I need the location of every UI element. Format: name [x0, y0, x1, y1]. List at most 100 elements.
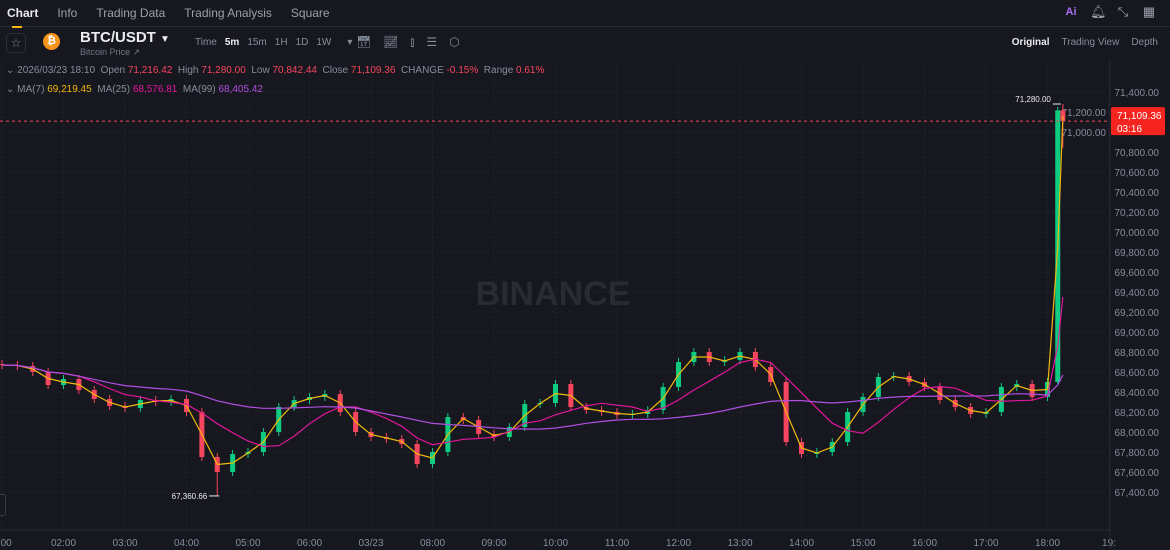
tab-chart[interactable]: Chart: [7, 6, 39, 28]
tf-time[interactable]: Time: [195, 37, 217, 48]
top-nav: Chart Info Trading Data Trading Analysis…: [0, 0, 1170, 28]
y-tick-label: 68,000.00: [1115, 428, 1160, 439]
tf-1h[interactable]: 1H: [274, 37, 288, 48]
pair-subtitle[interactable]: Bitcoin Price ↗: [80, 47, 141, 57]
ai-icon[interactable]: Ai: [1065, 6, 1077, 18]
countdown-label: 03:16: [1117, 124, 1142, 135]
tab-info[interactable]: Info: [57, 6, 78, 20]
low-label: Low: [251, 65, 270, 76]
chevron-down-icon[interactable]: ⌄: [6, 84, 15, 95]
pair-label: BTC/USDT: [80, 29, 156, 46]
range-label: Range: [483, 65, 514, 76]
hexagon-icon[interactable]: ⬡: [449, 35, 460, 49]
tf-5m[interactable]: 5m: [224, 37, 240, 48]
x-tick-label: 09:00: [481, 538, 506, 549]
ma99-label: MA(99): [182, 84, 216, 95]
candle-type-icon[interactable]: ⫾: [410, 35, 415, 49]
indicator-icon[interactable]: 📈︎: [383, 35, 399, 49]
tf-more-dropdown[interactable]: ▾: [347, 37, 353, 48]
tab-trading-analysis[interactable]: Trading Analysis: [184, 6, 272, 20]
y-tick-label: 71,200.00: [1062, 108, 1107, 119]
y-tick-label: 69,400.00: [1115, 288, 1160, 299]
settings-icon[interactable]: ☰: [426, 35, 438, 49]
view-trading-view[interactable]: Trading View: [1061, 37, 1120, 48]
ma7-value: 69,219.45: [47, 84, 92, 95]
low-marker: 67,360.66: [172, 492, 208, 501]
y-tick-label: 70,000.00: [1115, 228, 1160, 239]
x-tick-label: 10:00: [543, 538, 568, 549]
y-tick-label: 70,400.00: [1115, 188, 1160, 199]
tab-square[interactable]: Square: [290, 6, 330, 20]
y-tick-label: 70,600.00: [1115, 168, 1160, 179]
x-tick-label: 17:00: [973, 538, 998, 549]
x-tick-label: 13:00: [727, 538, 752, 549]
x-tick-label: 15:00: [850, 538, 875, 549]
x-tick-label: 03/23: [358, 538, 383, 549]
caret-down-icon: ▼: [160, 34, 170, 45]
bell-icon[interactable]: 🔔︎: [1090, 4, 1107, 19]
x-tick-label: 11:00: [605, 538, 630, 549]
y-tick-label: 69,800.00: [1115, 248, 1160, 259]
x-tick-label: 14:00: [789, 538, 814, 549]
ma25-line: [1, 296, 1064, 448]
x-tick-label: 06:00: [297, 538, 322, 549]
x-tick-label: 18:00: [1035, 538, 1060, 549]
ma25-value: 68,576.81: [132, 84, 178, 95]
apps-icon[interactable]: ▦: [1142, 4, 1156, 19]
favorite-star-icon[interactable]: ☆: [6, 33, 26, 53]
ma99-line: [1, 364, 1064, 430]
x-tick-label: 02:00: [51, 538, 76, 549]
scroll-left-button[interactable]: [0, 494, 6, 516]
high-label: High: [177, 65, 199, 76]
chevron-down-icon[interactable]: ⌄: [6, 65, 15, 76]
high-value: 71,280.00: [201, 65, 246, 76]
change-value: -0.15%: [446, 65, 479, 76]
ohlc-legend: ⌄ 2026/03/23 18:10 Open 71,216.42 High 7…: [6, 65, 544, 76]
x-tick-label: 12:00: [666, 538, 691, 549]
y-tick-label: 69,200.00: [1115, 308, 1160, 319]
x-tick-label: 05:00: [235, 538, 260, 549]
ma99-value: 68,405.42: [218, 84, 263, 95]
y-tick-label: 67,800.00: [1115, 448, 1160, 459]
x-tick-label: 1:00: [0, 538, 12, 549]
y-tick-label: 71,000.00: [1062, 128, 1107, 139]
y-tick-label: 69,000.00: [1115, 328, 1160, 339]
open-label: Open: [100, 65, 126, 76]
tf-1d[interactable]: 1D: [295, 37, 309, 48]
x-tick-label: 16:00: [912, 538, 937, 549]
y-tick-label: 70,800.00: [1115, 148, 1160, 159]
y-tick-label: 67,600.00: [1115, 468, 1160, 479]
y-tick-label: 68,400.00: [1115, 388, 1160, 399]
timeframe-selector: Time 5m 15m 1H 1D 1W ▾: [195, 37, 352, 48]
x-tick-label: 03:00: [112, 538, 137, 549]
binance-watermark: BINANCE: [476, 275, 631, 313]
low-value: 70,842.44: [272, 65, 317, 76]
y-tick-label: 68,600.00: [1115, 368, 1160, 379]
collapse-icon[interactable]: ⤡: [1117, 4, 1129, 19]
change-label: CHANGE: [400, 65, 444, 76]
tab-trading-data[interactable]: Trading Data: [96, 6, 166, 20]
current-price-label: 71,109.36: [1117, 111, 1162, 122]
y-tick-label: 69,600.00: [1115, 268, 1160, 279]
btc-coin-icon: ₿: [43, 33, 60, 50]
pair-selector[interactable]: BTC/USDT ▼: [80, 29, 170, 46]
tf-15m[interactable]: 15m: [247, 37, 267, 48]
view-original[interactable]: Original: [1011, 37, 1050, 48]
y-tick-label: 68,800.00: [1115, 348, 1160, 359]
open-value: 71,216.42: [127, 65, 173, 76]
x-tick-label: 04:00: [174, 538, 199, 549]
ma7-label: MA(7): [17, 84, 45, 95]
current-price-box: [1111, 107, 1165, 136]
y-tick-label: 68,200.00: [1115, 408, 1160, 419]
x-tick-label: 08:00: [420, 538, 445, 549]
view-depth[interactable]: Depth: [1131, 37, 1158, 48]
ohlc-date: 2026/03/23 18:10: [17, 65, 96, 76]
y-tick-label: 70,200.00: [1115, 208, 1160, 219]
tf-1w[interactable]: 1W: [316, 37, 332, 48]
y-tick-label: 67,400.00: [1115, 488, 1160, 499]
range-value: 0.61%: [516, 65, 545, 76]
y-tick-label: 71,400.00: [1115, 88, 1160, 99]
ma-legend: ⌄ MA(7) 69,219.45 MA(25) 68,576.81 MA(99…: [6, 84, 263, 95]
calendar-icon[interactable]: 📅︎: [356, 35, 372, 49]
